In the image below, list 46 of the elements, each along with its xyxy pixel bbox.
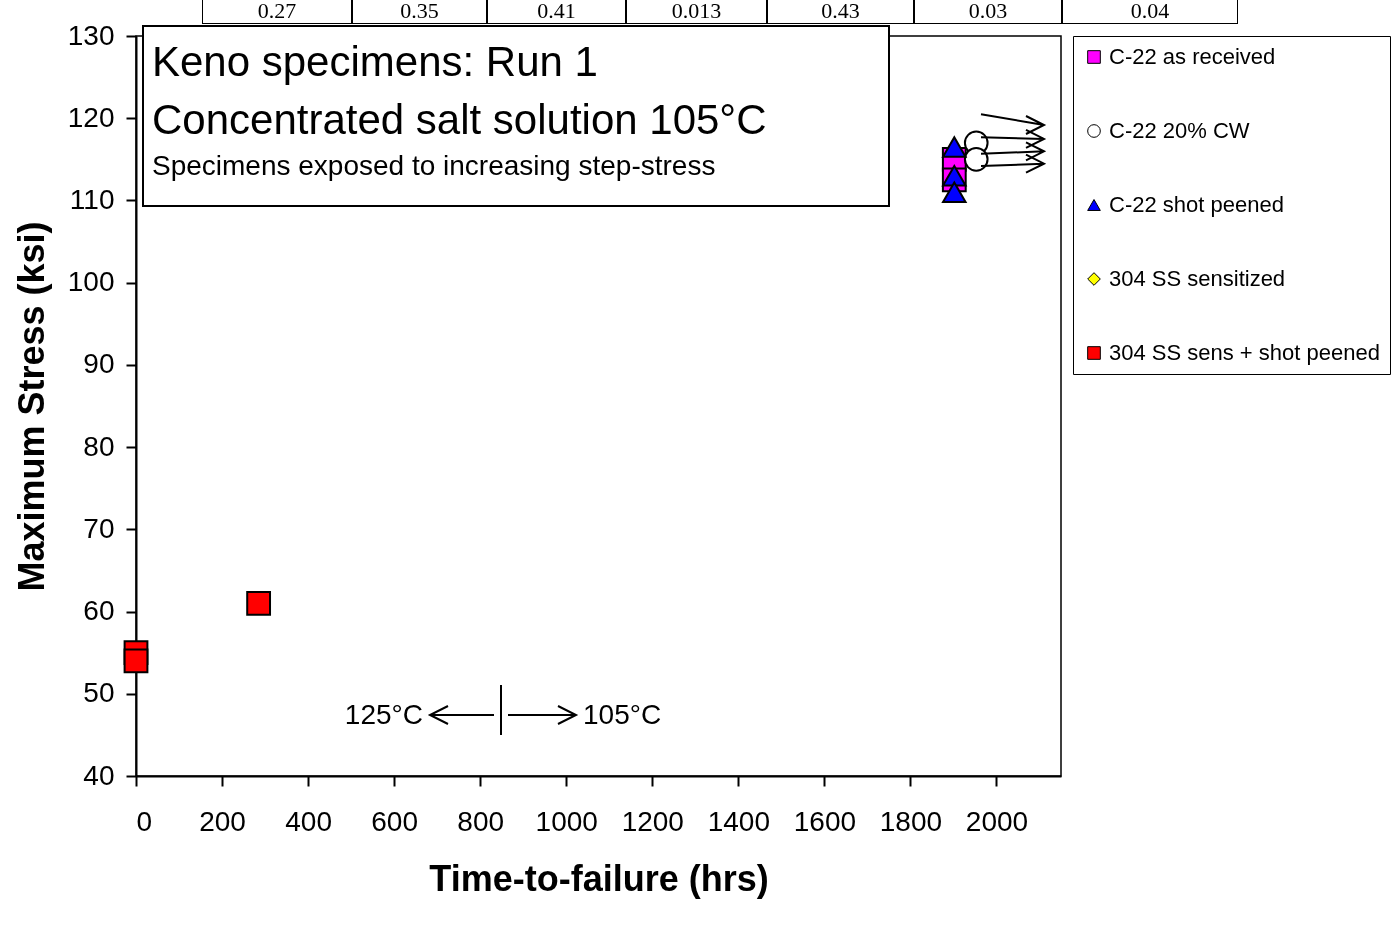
x-tick-label: 800	[457, 805, 505, 837]
point	[942, 136, 967, 158]
point	[942, 181, 967, 203]
text: 0.013	[626, 0, 767, 24]
text: 0.27	[202, 0, 352, 24]
y-tick-label: 60	[83, 595, 115, 627]
x-tick-label: 0	[136, 805, 153, 837]
annotation: Specimens exposed to increasing step-stress	[152, 149, 717, 183]
y-tick-label: 100	[67, 266, 115, 298]
x-tick-label: 1200	[621, 805, 684, 837]
text: 0.43	[767, 0, 914, 24]
legend-label: C-22 20% CW	[1109, 118, 1250, 143]
y-tick-label: 70	[83, 512, 115, 544]
legend-label: C-22 shot peened	[1109, 192, 1284, 217]
annotation: 125°C	[344, 699, 423, 731]
y-tick-label: 120	[67, 101, 115, 133]
y-tick-label: 110	[69, 183, 115, 215]
y-tick-label: 50	[83, 677, 115, 709]
x-tick-label: 1800	[879, 805, 943, 837]
point	[963, 147, 989, 172]
y-tick-label: 80	[83, 430, 115, 462]
x-tick-label: 2000	[965, 805, 1029, 837]
y-tick-label: 40	[83, 759, 115, 791]
x-tick-label: 200	[199, 805, 246, 837]
x-tick-label: 400	[285, 805, 332, 837]
point	[246, 590, 272, 616]
text: 0.35	[352, 0, 487, 24]
text: 0.04	[1062, 0, 1238, 24]
legend-label: 304 SS sens + shot peened	[1109, 340, 1380, 365]
x-tick-label: 1400	[707, 805, 770, 837]
text: 0.03	[914, 0, 1062, 24]
point	[942, 165, 967, 187]
point	[123, 648, 149, 674]
text: Concentrated salt solution 105°C	[152, 95, 768, 145]
x-tick-label: 1600	[793, 805, 857, 837]
legend-label: 304 SS sensitized	[1109, 266, 1286, 291]
x-tick-label: 1000	[535, 805, 598, 837]
y-axis-title: Maximum Stress (ksi)	[10, 221, 52, 592]
legend-label: C-22 as received	[1109, 44, 1276, 69]
chart-title: Keno specimens: Run 1	[152, 37, 599, 87]
text: 0.41	[487, 0, 626, 24]
x-axis-title: Time-to-failure (hrs)	[429, 857, 769, 899]
y-tick-label: 90	[83, 348, 115, 380]
y-tick-label: 130	[67, 19, 115, 51]
annotation: 105°C	[583, 699, 662, 731]
x-tick-label: 600	[371, 805, 418, 837]
